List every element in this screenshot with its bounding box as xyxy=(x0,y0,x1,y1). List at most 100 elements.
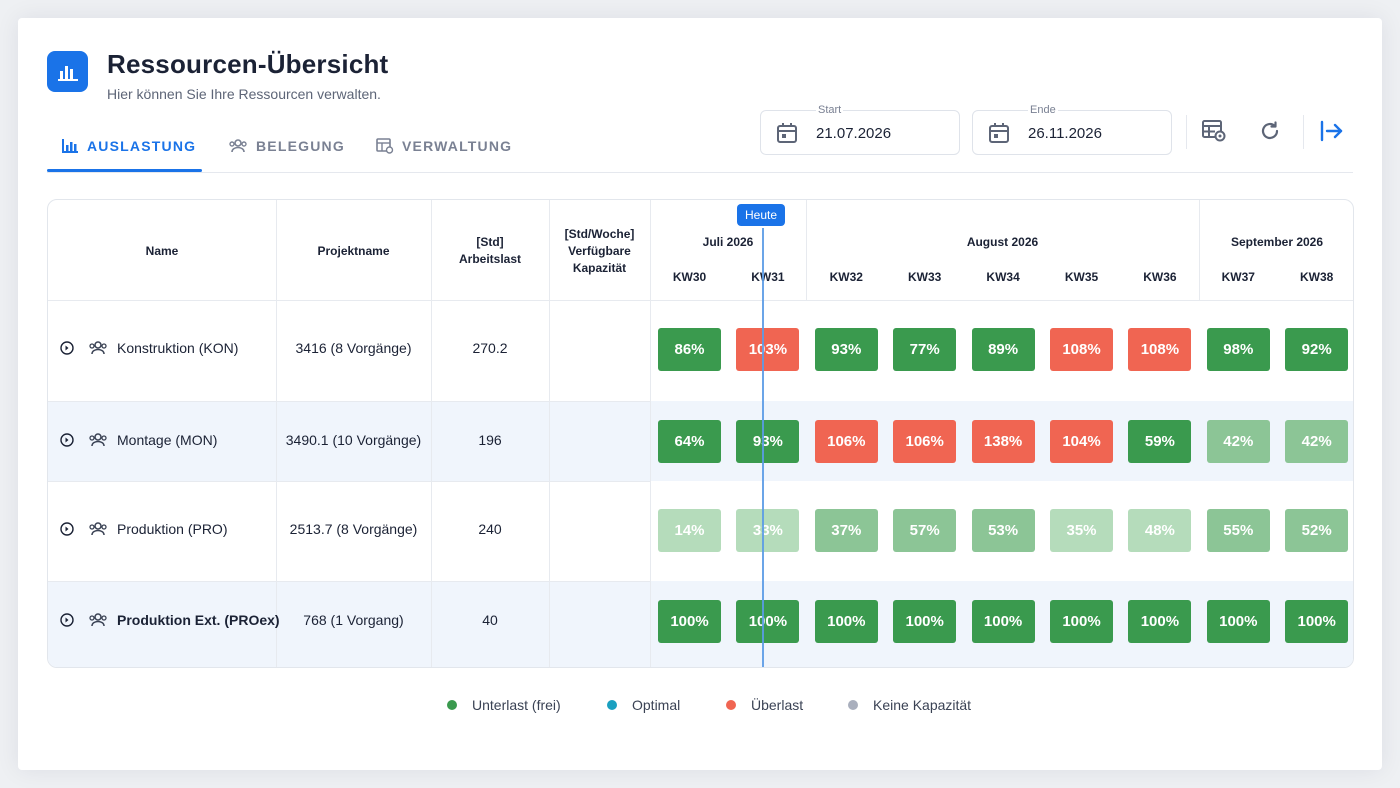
refresh-button[interactable] xyxy=(1252,113,1288,149)
resource-name: Produktion (PRO) xyxy=(117,521,228,537)
utilization-cell[interactable]: 42% xyxy=(1206,420,1270,463)
legend-dot xyxy=(848,700,858,710)
utilization-cell[interactable]: 100% xyxy=(814,600,878,643)
month-header: August 2026 xyxy=(966,235,1039,249)
resource-name: Produktion Ext. (PROex) xyxy=(117,612,280,628)
utilization-cell[interactable]: 53% xyxy=(971,509,1035,552)
project-cell: 3416 (8 Vorgänge) xyxy=(295,340,412,356)
start-date-field[interactable]: Start 21.07.2026 xyxy=(760,104,960,155)
resource-row-name[interactable]: Produktion (PRO) xyxy=(60,521,227,537)
table-settings-icon xyxy=(1202,120,1226,142)
people-icon xyxy=(89,613,107,627)
end-date-field[interactable]: Ende 26.11.2026 xyxy=(972,104,1172,155)
today-marker-line xyxy=(762,228,764,667)
toolbar-separator xyxy=(1303,115,1304,149)
utilization-cell[interactable]: 100% xyxy=(1128,600,1192,643)
utilization-cell[interactable]: 100% xyxy=(1285,600,1349,643)
col-header-capacity: [Std/Woche] Verfügbare Kapazität xyxy=(564,227,635,275)
legend-label: Unterlast (frei) xyxy=(472,697,561,713)
bar-chart-icon xyxy=(57,65,78,81)
calendar-icon xyxy=(777,123,797,143)
week-header: KW31 xyxy=(751,270,785,284)
utilization-cell[interactable]: 48% xyxy=(1128,509,1192,552)
legend-item-overload: Überlast xyxy=(726,697,803,713)
resource-name: Montage (MON) xyxy=(117,432,218,448)
active-tab-indicator xyxy=(47,169,202,172)
week-header: KW32 xyxy=(829,270,863,284)
today-badge: Heute xyxy=(737,204,785,226)
utilization-cell[interactable]: 35% xyxy=(1050,509,1113,552)
utilization-cell[interactable]: 55% xyxy=(1206,509,1270,552)
legend-dot xyxy=(607,700,617,710)
utilization-cell[interactable]: 100% xyxy=(971,600,1035,643)
week-header: KW30 xyxy=(672,270,707,284)
utilization-cell[interactable]: 93% xyxy=(736,420,800,463)
utilization-cell[interactable]: 100% xyxy=(736,600,800,643)
start-date-value: 21.07.2026 xyxy=(816,125,892,142)
expand-icon[interactable] xyxy=(60,341,74,355)
utilization-cell[interactable]: 103% xyxy=(736,328,800,371)
legend-dot xyxy=(447,700,457,710)
month-header: Juli 2026 xyxy=(702,235,754,249)
capacity-table: Name Projektname [Std] Arbeitslast [Std/… xyxy=(47,199,1354,668)
col-divider xyxy=(276,200,277,667)
logout-button[interactable] xyxy=(1314,113,1350,149)
utilization-cell[interactable]: 93% xyxy=(814,328,878,371)
utilization-cell[interactable]: 108% xyxy=(1050,328,1113,371)
utilization-cell[interactable]: 100% xyxy=(1206,600,1270,643)
utilization-cell[interactable]: 37% xyxy=(814,509,878,552)
utilization-cell[interactable]: 104% xyxy=(1050,420,1113,463)
utilization-cell[interactable]: 64% xyxy=(658,420,721,463)
col-header-name: Name xyxy=(145,244,179,258)
utilization-cell[interactable]: 100% xyxy=(1050,600,1113,643)
utilization-cell[interactable]: 106% xyxy=(814,420,878,463)
expand-icon[interactable] xyxy=(60,613,74,627)
expand-icon[interactable] xyxy=(60,522,74,536)
legend-label: Keine Kapazität xyxy=(873,697,972,713)
utilization-cell[interactable]: 86% xyxy=(658,328,721,371)
utilization-cell[interactable]: 98% xyxy=(1206,328,1270,371)
week-header: KW36 xyxy=(1143,270,1177,284)
legend-item-optimal: Optimal xyxy=(607,697,680,713)
resource-row-name[interactable]: Produktion Ext. (PROex) xyxy=(60,612,280,628)
col-divider xyxy=(549,200,550,667)
utilization-cell[interactable]: 42% xyxy=(1285,420,1349,463)
resource-row-name[interactable]: Konstruktion (KON) xyxy=(60,340,238,356)
utilization-cell[interactable]: 89% xyxy=(971,328,1035,371)
start-date-label: Start xyxy=(816,104,844,116)
tab-auslastung[interactable]: AUSLASTUNG xyxy=(61,118,196,173)
workload-cell: 40 xyxy=(482,612,498,628)
legend-label: Überlast xyxy=(751,697,804,713)
utilization-cell[interactable]: 33% xyxy=(736,509,800,552)
expand-icon[interactable] xyxy=(60,433,74,447)
utilization-cell[interactable]: 77% xyxy=(893,328,957,371)
utilization-cell[interactable]: 100% xyxy=(658,600,721,643)
col-divider xyxy=(431,200,432,667)
tab-verwaltung[interactable]: VERWALTUNG xyxy=(376,118,512,173)
utilization-cell[interactable]: 108% xyxy=(1128,328,1192,371)
toolbar-separator xyxy=(1186,115,1187,149)
utilization-cell[interactable]: 106% xyxy=(893,420,957,463)
tab-label: VERWALTUNG xyxy=(402,137,513,154)
legend: Unterlast (frei) Optimal Überlast Keine … xyxy=(0,697,1400,713)
tab-label: BELEGUNG xyxy=(256,137,345,154)
utilization-cell[interactable]: 52% xyxy=(1285,509,1349,552)
people-icon xyxy=(89,341,107,355)
divider xyxy=(47,172,1353,173)
resource-row-name[interactable]: Montage (MON) xyxy=(60,432,217,448)
utilization-cell[interactable]: 57% xyxy=(893,509,957,552)
legend-item-no-capacity: Keine Kapazität xyxy=(848,697,971,713)
utilization-cell[interactable]: 92% xyxy=(1285,328,1349,371)
resource-name: Konstruktion (KON) xyxy=(117,340,239,356)
utilization-cell[interactable]: 100% xyxy=(893,600,957,643)
table-settings-button[interactable] xyxy=(1196,113,1232,149)
logout-icon xyxy=(1320,120,1343,142)
legend-item-underload: Unterlast (frei) xyxy=(447,697,561,713)
utilization-cell[interactable]: 59% xyxy=(1128,420,1192,463)
utilization-cell[interactable]: 14% xyxy=(658,509,721,552)
project-cell: 768 (1 Vorgang) xyxy=(303,612,404,628)
legend-label: Optimal xyxy=(632,697,681,713)
tab-belegung[interactable]: BELEGUNG xyxy=(228,118,345,173)
utilization-cell[interactable]: 138% xyxy=(971,420,1035,463)
legend-dot xyxy=(726,700,736,710)
